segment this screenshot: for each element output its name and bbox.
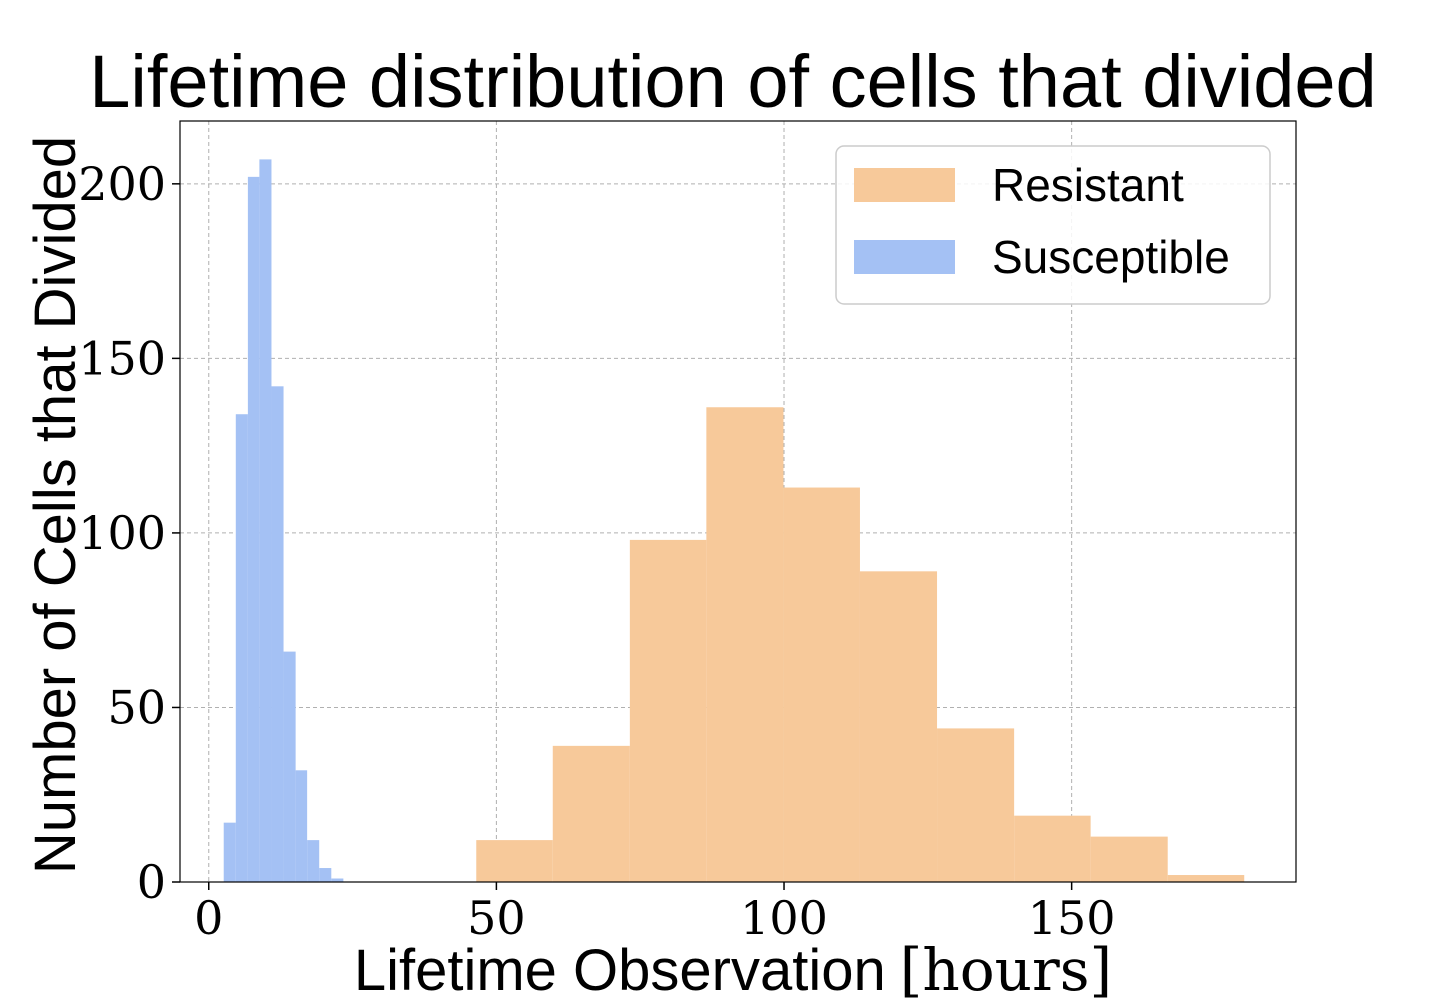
- resistant-bar: [937, 728, 1015, 882]
- susceptible-bar: [223, 822, 236, 882]
- susceptible-bar: [271, 386, 284, 882]
- x-axis-label-text: Lifetime Observation: [354, 938, 886, 1003]
- y-tick-label: 50: [107, 680, 166, 734]
- susceptible-bar: [307, 840, 320, 882]
- susceptible-bar: [235, 414, 248, 882]
- y-axis-label: Number of Cells that Divided: [23, 136, 88, 874]
- histogram-bars: [223, 159, 1245, 883]
- x-tick-label: 150: [1028, 891, 1116, 945]
- legend-swatch-resistant: [854, 168, 955, 202]
- chart-title: Lifetime distribution of cells that divi…: [89, 40, 1376, 123]
- x-tick-label: 50: [467, 891, 526, 945]
- resistant-bar: [706, 407, 784, 882]
- susceptible-bar: [319, 868, 332, 882]
- resistant-bar: [1167, 875, 1245, 882]
- y-tick-label: 200: [78, 157, 166, 211]
- resistant-bar: [629, 539, 707, 882]
- legend-swatch-susceptible: [854, 240, 955, 274]
- legend-label-resistant: Resistant: [992, 159, 1184, 211]
- resistant-bar: [476, 840, 553, 882]
- susceptible-bar: [295, 770, 308, 882]
- resistant-bar: [1014, 815, 1091, 882]
- susceptible-bar: [247, 176, 260, 882]
- legend-label-susceptible: Susceptible: [992, 231, 1230, 283]
- x-axis-unit: [hours]: [900, 936, 1112, 1004]
- x-tick-label: 100: [740, 891, 828, 945]
- x-tick-label: 0: [194, 891, 223, 945]
- susceptible-bar: [259, 159, 272, 883]
- x-axis-label: Lifetime Observation [hours]: [354, 936, 1112, 1004]
- resistant-bar: [783, 487, 860, 882]
- y-tick-label: 150: [78, 331, 166, 385]
- susceptible-bar: [283, 651, 296, 882]
- y-tick-label: 0: [137, 855, 166, 909]
- resistant-bar: [859, 571, 938, 882]
- y-tick-label: 100: [78, 506, 166, 560]
- resistant-bar: [1090, 836, 1168, 882]
- susceptible-bar: [331, 878, 344, 882]
- plot-frame: [179, 120, 1297, 883]
- legend: Resistant Susceptible: [835, 145, 1271, 305]
- resistant-bar: [552, 745, 630, 882]
- axis-ticks: 0 50 100 150 0 50 100 150 200: [78, 157, 1115, 945]
